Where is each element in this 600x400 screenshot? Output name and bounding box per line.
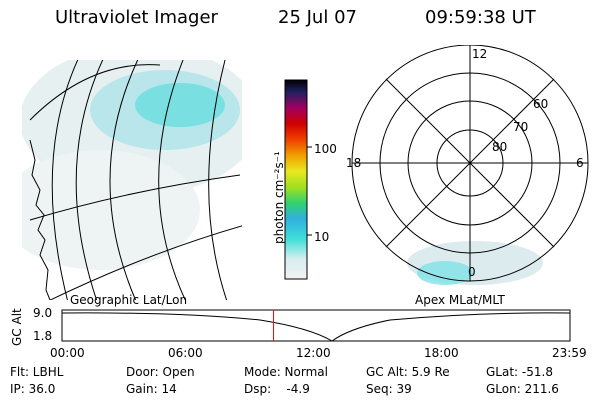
altitude-plot — [61, 309, 571, 342]
altitude-ytick-bottom: 1.8 — [33, 329, 53, 343]
status-gain: Gain: 14 — [126, 382, 177, 396]
geo-panel-label: Geographic Lat/Lon — [70, 293, 188, 307]
meridian-line — [208, 60, 228, 300]
lat-label-70: 70 — [513, 120, 529, 134]
lat-label-80: 80 — [492, 140, 508, 154]
xtick-0600: 06:00 — [168, 346, 203, 360]
app-title: Ultraviolet Imager — [55, 7, 218, 28]
polar-plot — [351, 45, 589, 285]
colorbar — [284, 79, 312, 280]
colorbar-unit-label: photon cm⁻²s⁻¹ — [272, 151, 286, 244]
status-dsp: Dsp: -4.9 — [244, 382, 310, 396]
altitude-ytick-top: 9.0 — [33, 306, 53, 320]
parallel-line — [49, 225, 242, 300]
emission-core — [135, 83, 225, 127]
xtick-2359: 23:59 — [552, 346, 587, 360]
parallel-line — [29, 174, 241, 221]
meridian-line — [109, 60, 139, 300]
status-glat: GLat: -51.8 — [486, 365, 553, 379]
status-flt: Flt: LBHL — [10, 365, 64, 379]
meridian-line — [51, 60, 79, 300]
status-glon: GLon: 211.6 — [486, 382, 559, 396]
emission-lower — [22, 150, 200, 270]
status-door: Door: Open — [126, 365, 195, 379]
mlt-label-6: 6 — [576, 156, 584, 170]
coastline — [29, 139, 51, 300]
altitude-frame — [61, 309, 571, 342]
meridian-line — [158, 60, 186, 300]
xtick-0000: 00:00 — [50, 346, 85, 360]
altitude-curve — [61, 312, 571, 342]
xtick-1800: 18:00 — [424, 346, 459, 360]
polar-panel-label: Apex MLat/MLT — [415, 293, 505, 307]
time-label: 09:59:38 UT — [425, 7, 536, 28]
date-label: 25 Jul 07 — [278, 7, 357, 28]
xtick-1200: 12:00 — [296, 346, 331, 360]
colorbar-scale — [284, 79, 308, 280]
colorbar-tick-100: 100 — [314, 142, 337, 156]
polar-emission-core — [417, 261, 473, 285]
mlt-label-0: 0 — [468, 265, 476, 279]
mlt-diagonal — [385, 78, 555, 248]
status-ip: IP: 36.0 — [10, 382, 56, 396]
status-seq: Seq: 39 — [366, 382, 412, 396]
mlt-label-12: 12 — [472, 47, 488, 61]
lat-label-60: 60 — [533, 97, 549, 111]
meridian-line — [75, 60, 104, 300]
status-mode: Mode: Normal — [244, 365, 328, 379]
parallel-line — [29, 64, 161, 121]
colorbar-tick-10: 10 — [314, 230, 330, 244]
status-gc-alt: GC Alt: 5.9 Re — [366, 365, 450, 379]
mlt-label-18: 18 — [346, 156, 362, 170]
geographic-map — [22, 60, 242, 300]
altitude-ylabel: GC Alt — [10, 308, 24, 346]
